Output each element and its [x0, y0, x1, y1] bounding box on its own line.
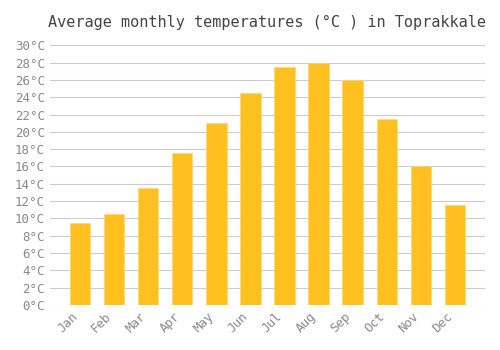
- Title: Average monthly temperatures (°C ) in Toprakkale: Average monthly temperatures (°C ) in To…: [48, 15, 486, 30]
- Bar: [172, 154, 193, 305]
- Bar: [445, 205, 465, 305]
- Bar: [308, 63, 329, 305]
- Bar: [376, 119, 397, 305]
- Bar: [104, 214, 124, 305]
- Bar: [70, 223, 90, 305]
- Bar: [138, 188, 158, 305]
- Bar: [342, 80, 363, 305]
- Bar: [274, 67, 294, 305]
- Bar: [410, 167, 431, 305]
- Bar: [240, 93, 260, 305]
- Bar: [206, 123, 227, 305]
